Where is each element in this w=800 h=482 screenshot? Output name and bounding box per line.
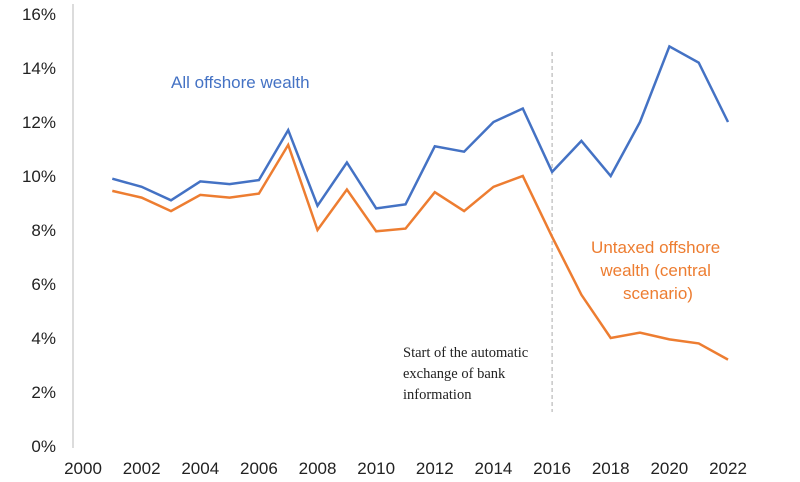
x-tick-label: 2012 [416, 459, 454, 478]
x-tick-label: 2000 [64, 459, 102, 478]
y-tick-label: 2% [31, 383, 56, 402]
x-tick-label: 2008 [299, 459, 337, 478]
y-tick-label: 6% [31, 275, 56, 294]
x-tick-label: 2022 [709, 459, 747, 478]
y-tick-label: 0% [31, 437, 56, 456]
series-label-all-offshore: All offshore wealth [171, 73, 310, 92]
x-tick-label: 2014 [475, 459, 513, 478]
x-tick-label: 2016 [533, 459, 571, 478]
x-tick-label: 2020 [650, 459, 688, 478]
y-tick-label: 10% [22, 167, 56, 186]
y-tick-label: 4% [31, 329, 56, 348]
y-tick-label: 14% [22, 59, 56, 78]
x-tick-label: 2002 [123, 459, 161, 478]
x-tick-label: 2006 [240, 459, 278, 478]
series-line-untaxed [112, 141, 729, 361]
series-line-all-offshore [111, 44, 730, 210]
series-label-untaxed: Untaxed offshore wealth (central scenari… [591, 238, 725, 303]
y-tick-label: 16% [22, 5, 56, 24]
x-tick-label: 2010 [357, 459, 395, 478]
annotation-text: Start of the automatic exchange of bank … [403, 345, 532, 403]
y-tick-label: 8% [31, 221, 56, 240]
x-tick-label: 2018 [592, 459, 630, 478]
y-tick-label: 12% [22, 113, 56, 132]
x-tick-label: 2004 [181, 459, 219, 478]
